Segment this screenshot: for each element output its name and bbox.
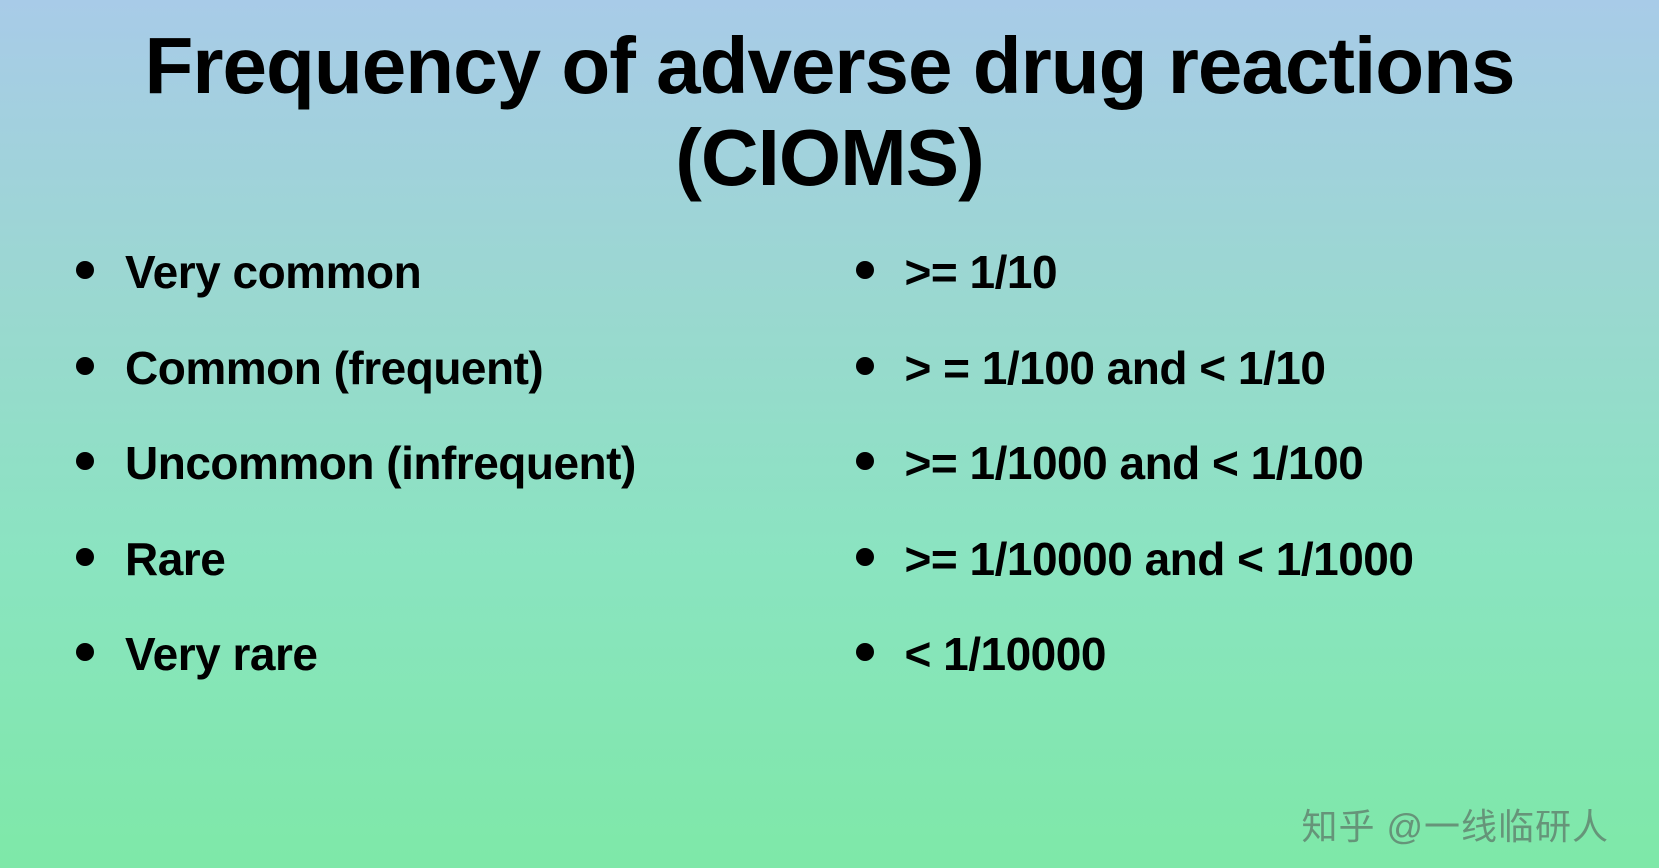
- category-label: Uncommon (infrequent): [125, 437, 636, 489]
- list-item: Very rare: [70, 626, 810, 684]
- frequency-value: >= 1/10: [905, 246, 1058, 298]
- list-item: >= 1/1000 and < 1/100: [850, 435, 1590, 493]
- frequency-value: >= 1/10000 and < 1/1000: [905, 533, 1414, 585]
- frequency-value: >= 1/1000 and < 1/100: [905, 437, 1364, 489]
- category-label: Rare: [125, 533, 225, 585]
- content-columns: Very common Common (frequent) Uncommon (…: [0, 204, 1659, 722]
- frequency-column: >= 1/10 > = 1/100 and < 1/10 >= 1/1000 a…: [850, 244, 1590, 722]
- frequency-value: > = 1/100 and < 1/10: [905, 342, 1326, 394]
- list-item: >= 1/10000 and < 1/1000: [850, 531, 1590, 589]
- list-item: > = 1/100 and < 1/10: [850, 340, 1590, 398]
- list-item: < 1/10000: [850, 626, 1590, 684]
- list-item: Uncommon (infrequent): [70, 435, 810, 493]
- frequency-value: < 1/10000: [905, 628, 1106, 680]
- title-line-1: Frequency of adverse drug reactions: [145, 21, 1515, 110]
- list-item: Very common: [70, 244, 810, 302]
- category-label: Very rare: [125, 628, 317, 680]
- category-label: Common (frequent): [125, 342, 543, 394]
- slide-title: Frequency of adverse drug reactions (CIO…: [0, 0, 1659, 204]
- title-line-2: (CIOMS): [675, 113, 984, 202]
- category-column: Very common Common (frequent) Uncommon (…: [70, 244, 810, 722]
- category-label: Very common: [125, 246, 421, 298]
- watermark-text: 知乎 @一线临研人: [1301, 798, 1609, 850]
- list-item: Rare: [70, 531, 810, 589]
- list-item: >= 1/10: [850, 244, 1590, 302]
- list-item: Common (frequent): [70, 340, 810, 398]
